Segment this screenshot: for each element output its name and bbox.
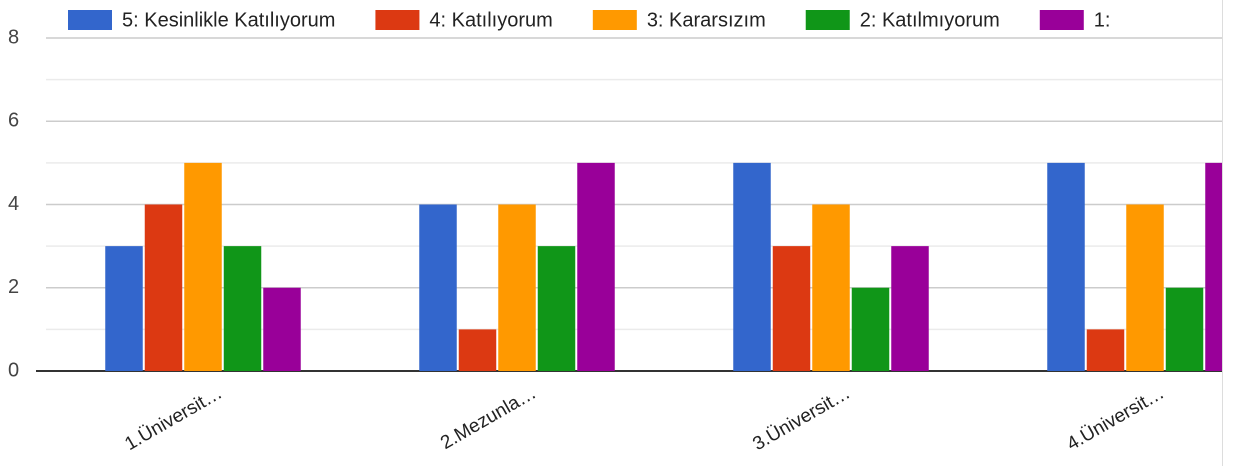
y-tick-label: 6 [8,110,19,132]
legend-swatch [1039,10,1084,30]
y-tick-label: 4 [8,193,19,215]
bar [891,246,929,371]
legend-swatch [592,10,637,30]
y-tick-label: 8 [8,26,19,48]
bar [772,246,811,371]
bar [537,246,576,371]
bar [812,204,850,371]
x-tick-label: 4.Üniversit… [1063,382,1168,455]
bar [577,162,615,371]
legend-label: 1: [1094,9,1111,31]
bar [144,204,183,371]
bar [458,329,497,371]
y-tick-label: 2 [8,276,19,298]
bar [263,287,301,371]
bar [105,246,143,371]
legend-label: 3: Kararsızım [647,9,766,31]
bar [1126,204,1164,371]
bar [1086,329,1125,371]
bar [733,162,771,371]
legend-swatch [375,10,420,30]
bar [498,204,536,371]
x-tick-label: 1.Üniversit… [121,382,226,455]
bar [223,246,262,371]
bar [1165,287,1204,371]
bar [851,287,890,371]
bar [1205,162,1222,371]
bar [1047,162,1085,371]
bar [184,162,222,371]
x-tick-label: 2.Mezunla… [437,382,540,454]
bar [419,204,457,371]
legend-swatch [805,10,850,30]
legend-swatch [68,10,112,30]
y-tick-label: 0 [8,359,19,381]
legend-label: 2: Katılmıyorum [860,9,1000,31]
legend-label: 4: Katılıyorum [429,9,552,31]
legend-label: 5: Kesinlikle Katılıyorum [122,9,335,31]
x-tick-label: 3.Üniversit… [749,382,854,455]
plot [36,37,1222,372]
